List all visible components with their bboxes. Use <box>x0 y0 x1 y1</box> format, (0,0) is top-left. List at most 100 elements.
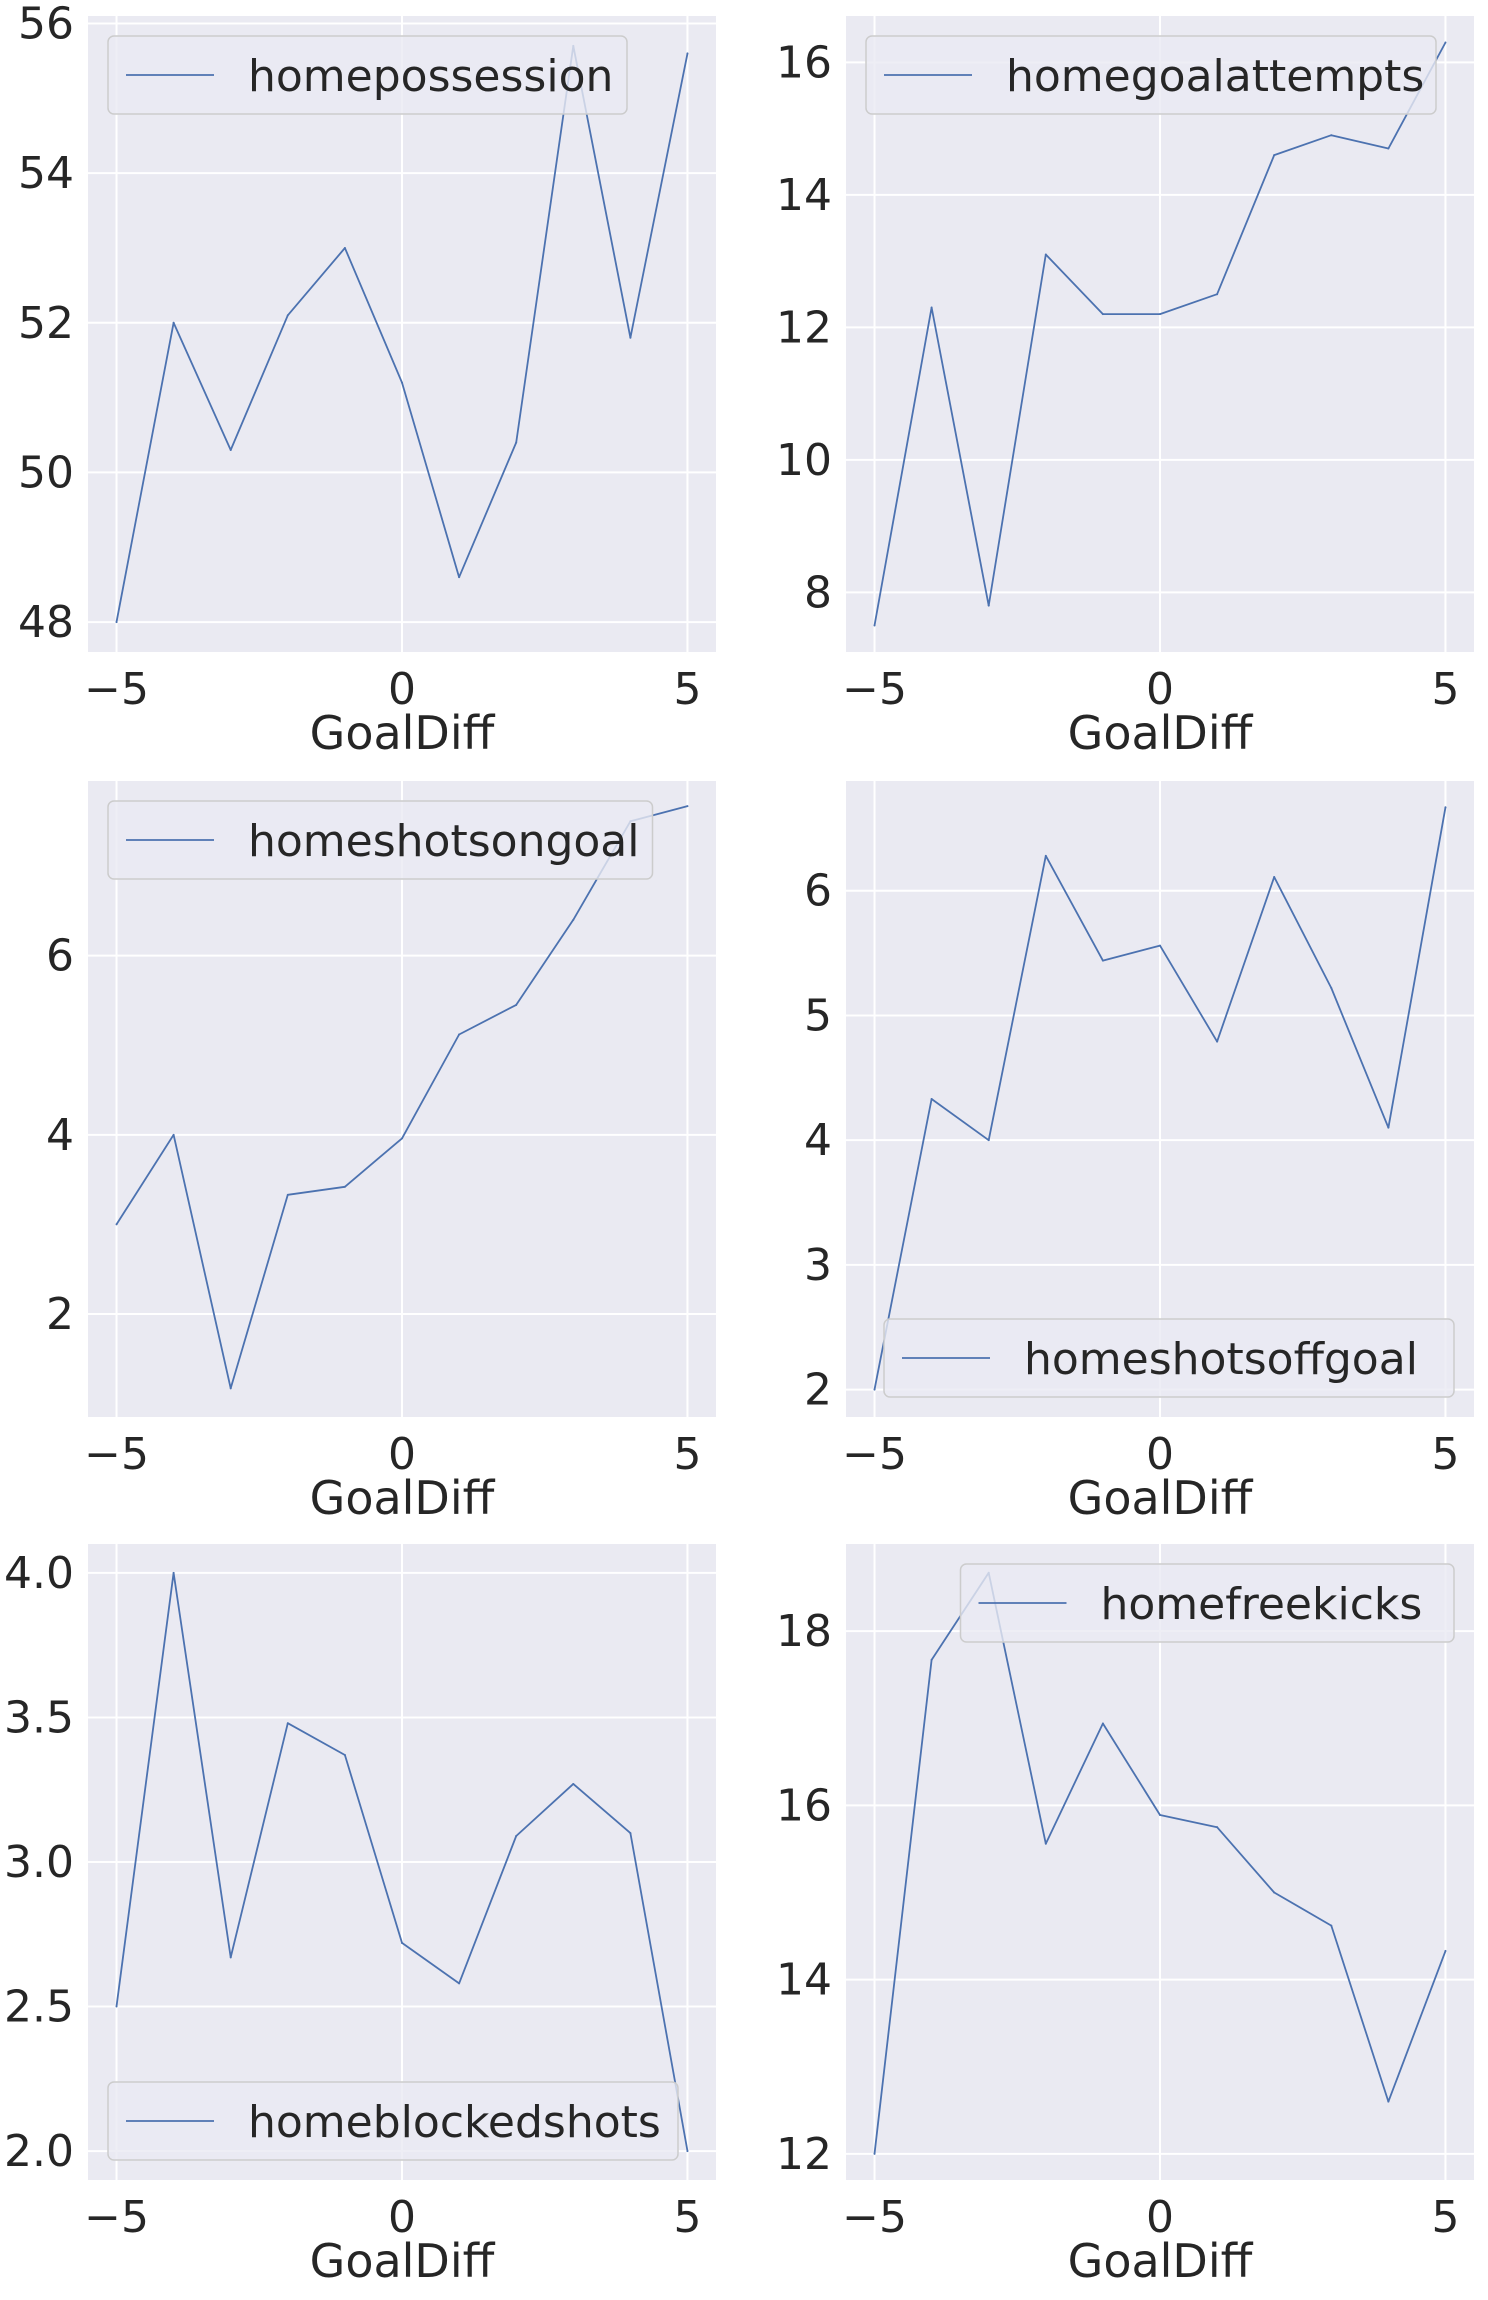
legend-label: homegoalattempts <box>1006 51 1424 102</box>
y-tick-label: 50 <box>18 447 74 498</box>
y-tick-label: 10 <box>776 435 832 486</box>
data-point <box>873 624 876 627</box>
legend: homeshotsoffgoal <box>883 1318 1455 1398</box>
y-tick-label: 16 <box>776 1780 832 1831</box>
x-tick-label: 5 <box>1431 2192 1459 2243</box>
y-tick-label: 12 <box>776 2129 832 2180</box>
data-point <box>229 1956 232 1959</box>
y-tick-label: 4 <box>46 1110 74 1161</box>
data-point <box>1273 1891 1276 1894</box>
data-point <box>1444 1949 1447 1952</box>
data-point <box>515 1003 518 1006</box>
data-point <box>1216 1826 1219 1829</box>
data-point <box>1216 1040 1219 1043</box>
x-tick-label: −5 <box>84 1429 149 1480</box>
y-tick-label: 3.5 <box>4 1692 74 1743</box>
data-point <box>1273 876 1276 879</box>
x-axis-label: GoalDiff <box>310 2234 496 2288</box>
data-point <box>343 1185 346 1188</box>
data-point <box>1159 944 1161 947</box>
data-point <box>686 805 689 808</box>
x-tick-label: 0 <box>388 1429 416 1480</box>
x-axis-label: GoalDiff <box>1068 1471 1254 1525</box>
y-tick-label: 52 <box>18 298 74 349</box>
data-point <box>1444 806 1447 809</box>
data-point <box>515 1834 518 1837</box>
chart-panel-5: 2.0 2.5 3.0 3.5 4.0 −5 0 5 GoalDiff homeblockedsh… <box>4 1544 716 2288</box>
data-point <box>401 1137 403 1140</box>
x-tick-label: −5 <box>842 664 907 715</box>
data-point <box>930 1658 933 1661</box>
y-tick-label: 4.0 <box>4 1548 74 1599</box>
x-tick-label: −5 <box>842 1429 907 1480</box>
x-axis-label: GoalDiff <box>310 1471 496 1525</box>
data-point <box>629 1832 632 1835</box>
y-tick-label: 6 <box>46 931 74 982</box>
data-point <box>1216 293 1219 296</box>
data-point <box>572 918 575 921</box>
y-tick-label: 3 <box>804 1240 832 1291</box>
data-point <box>172 321 175 324</box>
y-tick-label: 4 <box>804 1115 832 1166</box>
data-point <box>1101 959 1104 962</box>
data-point <box>1330 134 1333 137</box>
x-axis-label: GoalDiff <box>310 706 496 760</box>
data-point <box>629 336 632 339</box>
y-tick-label: 54 <box>18 148 74 199</box>
data-point <box>686 52 689 55</box>
y-tick-label: 6 <box>804 866 832 917</box>
data-point <box>1273 154 1276 157</box>
data-point <box>458 1033 461 1036</box>
legend: homefreekicks <box>959 1563 1455 1643</box>
chart-panel-6: 12 14 16 18 −5 0 5 GoalDiff homefreekicks <box>776 1544 1474 2288</box>
data-point <box>1044 854 1047 857</box>
chart-panel-4: 2 3 4 5 6 −5 0 5 GoalDiff homeshotsoffgoal <box>804 781 1474 1525</box>
x-tick-label: 5 <box>1431 1429 1459 1480</box>
legend: homeblockedshots <box>107 2081 679 2161</box>
data-point <box>286 314 289 317</box>
x-tick-label: 5 <box>673 2192 701 2243</box>
x-tick-label: 0 <box>1146 1429 1174 1480</box>
y-tick-label: 12 <box>776 302 832 353</box>
data-point <box>686 2150 689 2153</box>
x-tick-label: 0 <box>388 664 416 715</box>
data-point <box>458 576 461 579</box>
data-point <box>1044 253 1047 256</box>
chart-panel-1: 48 50 52 54 56 −5 0 5 GoalDiff homepossession <box>18 0 716 760</box>
data-point <box>1101 313 1104 316</box>
y-tick-label: 2 <box>804 1365 832 1416</box>
y-tick-label: 5 <box>804 990 832 1041</box>
data-point <box>1387 1126 1390 1129</box>
x-tick-label: 0 <box>1146 2192 1174 2243</box>
data-point <box>1387 2100 1390 2103</box>
y-tick-label: 14 <box>776 170 832 221</box>
data-point <box>401 381 403 384</box>
legend-box <box>865 35 1437 115</box>
x-tick-label: −5 <box>84 2192 149 2243</box>
data-point <box>987 604 990 607</box>
data-point <box>458 1982 461 1985</box>
data-point <box>229 1387 232 1390</box>
data-point <box>1444 41 1447 44</box>
y-tick-label: 2 <box>46 1289 74 1340</box>
y-tick-label: 8 <box>804 567 832 618</box>
data-point <box>343 246 346 249</box>
y-tick-label: 18 <box>776 1606 832 1657</box>
x-tick-label: 5 <box>673 1429 701 1480</box>
legend-label: homeshotsoffgoal <box>1024 1334 1418 1385</box>
chart-panel-3: 2 4 6 −5 0 5 GoalDiff homeshotsongoal <box>46 781 716 1525</box>
x-tick-label: 0 <box>388 2192 416 2243</box>
y-tick-label: 16 <box>776 37 832 88</box>
data-point <box>930 306 933 309</box>
chart-panel-2: 8 10 12 14 16 −5 0 5 GoalDiff homegoalattempts <box>776 16 1474 760</box>
y-tick-label: 3.0 <box>4 1837 74 1888</box>
data-point <box>115 621 118 624</box>
legend-box <box>107 2081 679 2161</box>
legend: homepossession <box>107 35 628 115</box>
legend-box <box>959 1563 1455 1643</box>
x-axis-label: GoalDiff <box>1068 2234 1254 2288</box>
x-tick-label: 0 <box>1146 664 1174 715</box>
data-point <box>172 1571 175 1574</box>
data-point <box>229 448 232 451</box>
